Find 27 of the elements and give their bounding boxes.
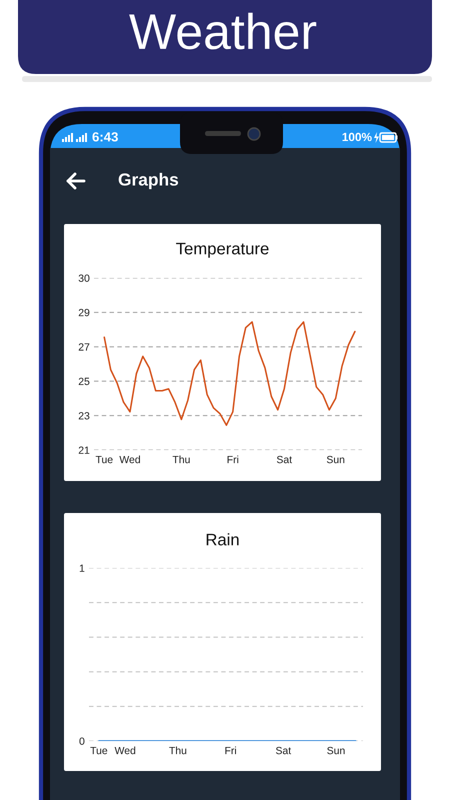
chart-title: Temperature	[176, 242, 269, 258]
x-tick-label: Sun	[326, 456, 344, 464]
x-tick-label: Wed	[114, 746, 136, 754]
y-tick-label: 30	[78, 274, 90, 282]
x-tick-label: Sun	[327, 746, 345, 754]
x-tick-label: Fri	[225, 746, 236, 754]
y-tick-label: 23	[78, 412, 90, 420]
x-tick-label: Sat	[276, 456, 292, 464]
text: 100%	[342, 132, 372, 142]
x-tick-label: Wed	[119, 456, 140, 464]
line-series	[104, 321, 356, 426]
y-tick-label: 0	[79, 738, 84, 745]
y-tick-label: 1	[80, 564, 84, 572]
x-tick-label: Sat	[276, 746, 292, 754]
y-tick-label: 29	[78, 308, 90, 316]
x-tick-label: Thu	[169, 746, 186, 754]
y-tick-label: 27	[78, 343, 90, 351]
y-tick-label: 21	[78, 446, 90, 454]
x-tick-label: Tue	[96, 456, 113, 464]
x-tick-label: Tue	[90, 746, 108, 754]
y-tick-label: 25	[78, 378, 90, 386]
x-tick-label: Thu	[172, 456, 190, 464]
text: Weather	[129, 12, 316, 50]
x-tick-label: Fri	[228, 456, 238, 464]
text: 6:43	[92, 132, 118, 142]
text: Graphs	[118, 172, 178, 190]
chart-title: Rain	[206, 533, 239, 546]
